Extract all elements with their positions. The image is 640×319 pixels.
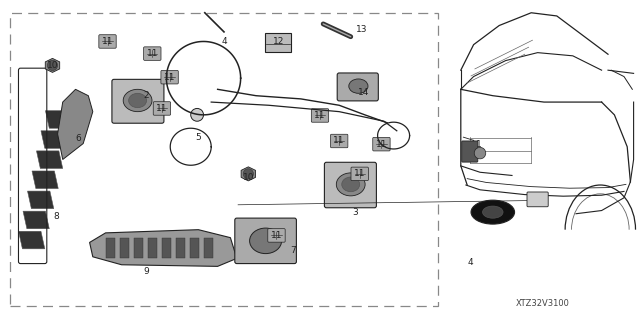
Text: 4: 4 xyxy=(221,37,227,46)
Polygon shape xyxy=(45,111,72,128)
Ellipse shape xyxy=(342,177,360,192)
Polygon shape xyxy=(58,89,93,160)
Text: 6: 6 xyxy=(76,134,81,143)
FancyBboxPatch shape xyxy=(372,137,390,151)
Text: 11: 11 xyxy=(102,37,113,46)
Text: 5: 5 xyxy=(196,133,201,142)
Ellipse shape xyxy=(123,89,152,112)
Circle shape xyxy=(474,147,486,159)
Text: 1: 1 xyxy=(476,140,481,149)
Ellipse shape xyxy=(349,79,368,93)
Circle shape xyxy=(191,108,204,121)
Bar xyxy=(10,13,438,306)
Bar xyxy=(176,238,185,258)
Ellipse shape xyxy=(483,206,503,218)
Bar xyxy=(120,238,129,258)
Polygon shape xyxy=(241,167,255,181)
Text: 7: 7 xyxy=(291,246,296,255)
Text: 11: 11 xyxy=(333,137,345,145)
Ellipse shape xyxy=(337,173,365,196)
FancyBboxPatch shape xyxy=(324,162,376,208)
FancyBboxPatch shape xyxy=(112,79,164,123)
Text: 2: 2 xyxy=(143,91,148,100)
FancyBboxPatch shape xyxy=(161,70,179,84)
FancyBboxPatch shape xyxy=(330,134,348,148)
Bar xyxy=(190,238,199,258)
Polygon shape xyxy=(28,191,54,209)
Polygon shape xyxy=(32,171,58,189)
FancyBboxPatch shape xyxy=(235,218,296,263)
Polygon shape xyxy=(90,230,237,266)
Text: 11: 11 xyxy=(147,49,158,58)
Ellipse shape xyxy=(129,93,147,108)
Text: 4: 4 xyxy=(468,258,473,267)
Text: 11: 11 xyxy=(376,140,387,149)
FancyBboxPatch shape xyxy=(311,109,329,122)
Text: XTZ32V3100: XTZ32V3100 xyxy=(516,299,570,308)
Circle shape xyxy=(243,169,253,179)
Bar xyxy=(106,238,115,258)
Text: 3: 3 xyxy=(353,208,358,217)
Circle shape xyxy=(47,60,58,70)
Bar xyxy=(134,238,143,258)
FancyBboxPatch shape xyxy=(461,141,478,162)
FancyBboxPatch shape xyxy=(268,229,285,242)
Text: 11: 11 xyxy=(164,73,175,82)
Ellipse shape xyxy=(250,228,282,254)
Text: 11: 11 xyxy=(156,104,168,113)
FancyBboxPatch shape xyxy=(527,192,548,207)
Polygon shape xyxy=(36,151,63,168)
Text: 5: 5 xyxy=(530,197,535,206)
Bar xyxy=(204,238,213,258)
Bar xyxy=(162,238,171,258)
Bar xyxy=(148,238,157,258)
FancyBboxPatch shape xyxy=(153,102,171,115)
Text: 8: 8 xyxy=(54,212,59,221)
FancyBboxPatch shape xyxy=(143,47,161,60)
Text: 13: 13 xyxy=(356,25,367,34)
FancyBboxPatch shape xyxy=(337,73,378,101)
FancyBboxPatch shape xyxy=(264,33,291,52)
Text: 11: 11 xyxy=(314,111,326,120)
Text: 9: 9 xyxy=(143,267,148,276)
Text: 10: 10 xyxy=(47,61,58,70)
Polygon shape xyxy=(45,58,60,72)
FancyBboxPatch shape xyxy=(351,167,369,181)
Polygon shape xyxy=(19,231,45,249)
Text: 11: 11 xyxy=(271,231,282,240)
FancyBboxPatch shape xyxy=(99,35,116,48)
Text: 11: 11 xyxy=(354,169,365,178)
Polygon shape xyxy=(23,211,49,229)
Text: 10: 10 xyxy=(243,173,254,182)
Ellipse shape xyxy=(471,200,515,224)
Text: 12: 12 xyxy=(273,37,284,46)
Polygon shape xyxy=(41,131,67,148)
Text: 14: 14 xyxy=(358,88,369,97)
